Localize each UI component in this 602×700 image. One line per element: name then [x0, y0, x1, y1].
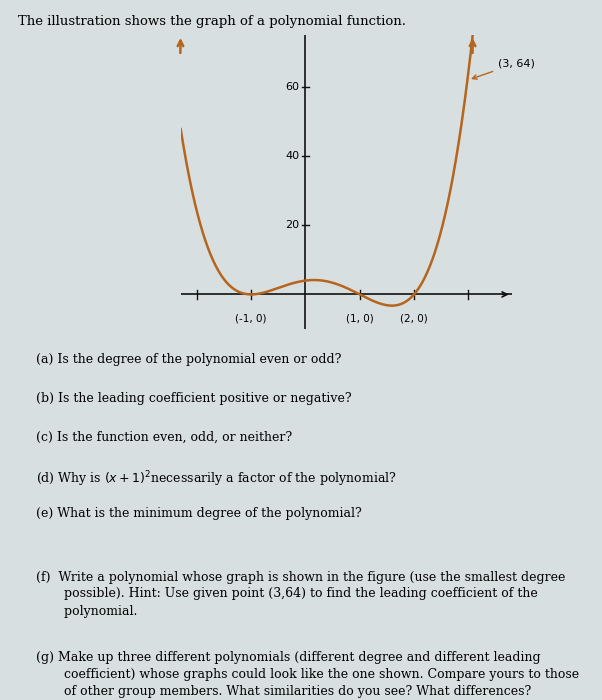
Text: (e) What is the minimum degree of the polynomial?: (e) What is the minimum degree of the po…	[36, 508, 362, 521]
Text: (-1, 0): (-1, 0)	[235, 314, 267, 323]
Text: (1, 0): (1, 0)	[346, 314, 374, 323]
Text: (3, 64): (3, 64)	[473, 58, 535, 79]
Text: (d) Why is $(x + 1)^2$necessarily a factor of the polynomial?: (d) Why is $(x + 1)^2$necessarily a fact…	[36, 469, 397, 489]
Text: (b) Is the leading coefficient positive or negative?: (b) Is the leading coefficient positive …	[36, 392, 352, 405]
Text: (g) Make up three different polynomials (different degree and different leading
: (g) Make up three different polynomials …	[36, 651, 579, 698]
Text: (2, 0): (2, 0)	[400, 314, 428, 323]
Text: (a) Is the degree of the polynomial even or odd?: (a) Is the degree of the polynomial even…	[36, 354, 341, 367]
Text: 20: 20	[285, 220, 299, 230]
Text: 40: 40	[285, 151, 299, 161]
Text: (c) Is the function even, odd, or neither?: (c) Is the function even, odd, or neithe…	[36, 430, 292, 444]
Text: The illustration shows the graph of a polynomial function.: The illustration shows the graph of a po…	[18, 15, 406, 29]
Text: (f)  Write a polynomial whose graph is shown in the figure (use the smallest deg: (f) Write a polynomial whose graph is sh…	[36, 570, 565, 617]
Text: 60: 60	[285, 82, 299, 92]
